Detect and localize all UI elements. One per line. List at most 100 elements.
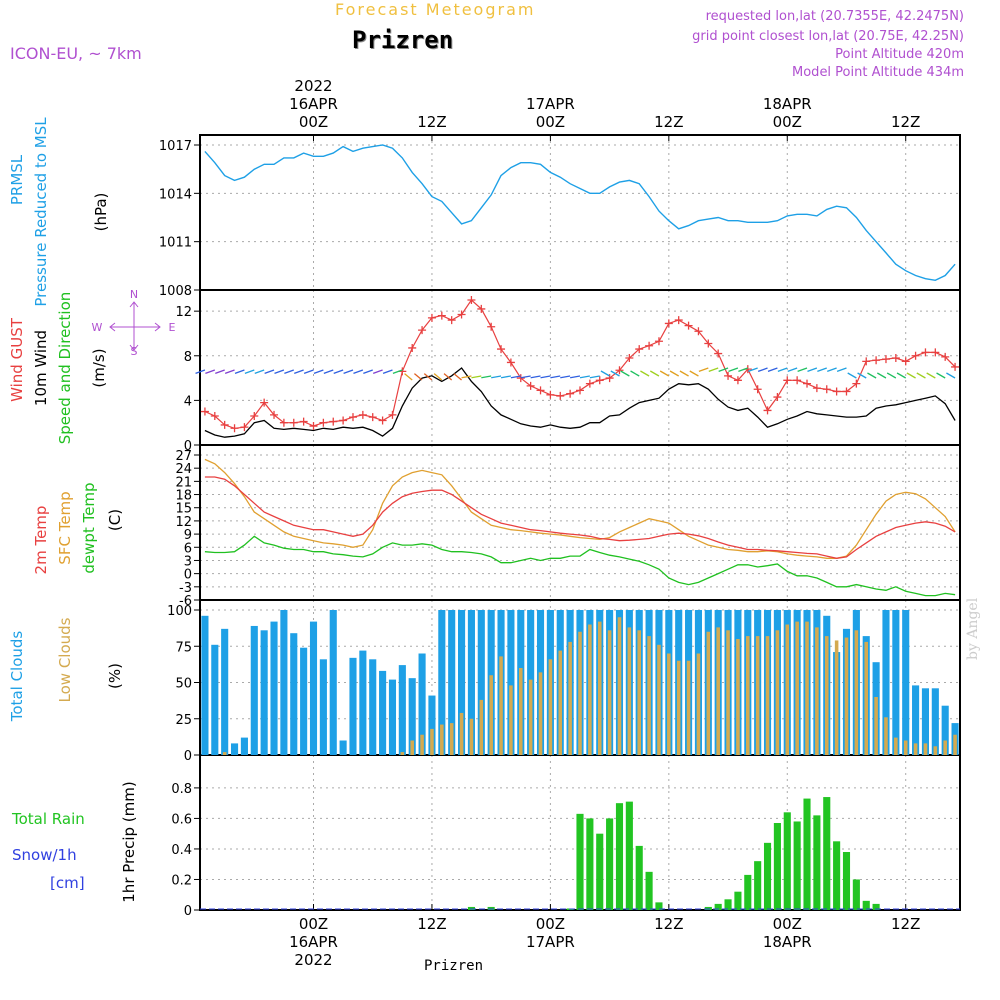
wind-direction-arrow bbox=[392, 369, 403, 375]
low-cloud-bar bbox=[913, 743, 918, 755]
wind-direction-arrow bbox=[215, 369, 225, 375]
wind-gust-point bbox=[645, 341, 654, 350]
y-tick-label: 75 bbox=[175, 640, 192, 655]
rain-bar bbox=[773, 823, 781, 910]
low-cloud-bar bbox=[499, 656, 503, 755]
rain-bar bbox=[724, 899, 732, 910]
wind-gust-point bbox=[941, 352, 950, 361]
low-cloud-bar bbox=[815, 627, 819, 755]
total-clouds-label: Total Clouds bbox=[8, 631, 26, 723]
rain-bar bbox=[606, 818, 614, 910]
total-rain-label: Total Rain bbox=[11, 810, 85, 828]
y-tick-label: 8 bbox=[184, 350, 192, 365]
wind-gust-point bbox=[625, 354, 634, 362]
wind-direction-arrow bbox=[718, 367, 729, 373]
wind-direction-arrow bbox=[500, 375, 512, 379]
wind-direction-arrow bbox=[234, 369, 245, 375]
wind-gust-point bbox=[842, 387, 851, 396]
low-cloud-bar bbox=[627, 627, 632, 755]
wind-direction-arrow bbox=[382, 369, 393, 375]
wind-direction-arrow bbox=[313, 369, 324, 375]
snow-label: Snow/1h bbox=[12, 846, 77, 864]
wind-gust-point bbox=[477, 304, 486, 313]
low-cloud-bar bbox=[676, 660, 681, 755]
y-tick-label: -6 bbox=[179, 594, 192, 609]
wind-gust-point bbox=[260, 398, 269, 407]
total-cloud-bar bbox=[467, 610, 475, 755]
wind-gust-point bbox=[674, 316, 683, 325]
low-cloud-bar bbox=[657, 644, 661, 755]
x-tick-label-top: 00Z bbox=[536, 113, 565, 131]
low-cloud-bar bbox=[519, 668, 523, 755]
total-cloud-bar bbox=[388, 679, 397, 755]
y-tick-label: 0.2 bbox=[171, 873, 192, 888]
precip-unit-label: 1hr Precip (mm) bbox=[120, 781, 138, 902]
wind-direction-arrow bbox=[630, 370, 640, 377]
y-tick-label: 21 bbox=[175, 475, 192, 490]
rain-bar bbox=[467, 906, 475, 910]
wind-direction-arrow bbox=[589, 375, 600, 379]
rain-bar bbox=[763, 842, 772, 910]
low-cloud-bar bbox=[765, 636, 770, 755]
total-cloud-bar bbox=[921, 688, 930, 755]
wind-direction-arrow bbox=[453, 373, 462, 381]
wind-direction-arrow bbox=[679, 370, 689, 377]
total-cloud-bar bbox=[931, 688, 939, 755]
wind-direction-arrow bbox=[857, 372, 867, 379]
rain-bar bbox=[744, 874, 752, 910]
wind-speed-line bbox=[204, 367, 956, 438]
x-date-label-bottom: 18APR bbox=[763, 933, 812, 951]
wind-gust-point bbox=[210, 412, 219, 420]
low-cloud-bar bbox=[933, 746, 938, 755]
wind-direction-arrow bbox=[404, 373, 413, 381]
wind-gust-point bbox=[763, 406, 772, 415]
wind-direction-arrow bbox=[461, 375, 472, 379]
rain-bar bbox=[823, 797, 831, 910]
total-cloud-bar bbox=[270, 621, 278, 755]
low-cloud-bar bbox=[617, 617, 622, 755]
compass-s: S bbox=[131, 345, 138, 358]
x-tick-label-bottom: 00Z bbox=[773, 915, 802, 933]
wind-direction-arrow bbox=[205, 369, 216, 375]
wind-speed-dir-label: Speed and Direction bbox=[56, 292, 74, 445]
wind-direction-arrow bbox=[510, 375, 521, 379]
wind-direction-arrow bbox=[847, 372, 857, 379]
y-tick-label: 18 bbox=[175, 489, 192, 504]
wind-direction-arrow bbox=[540, 375, 551, 379]
wind-direction-arrow bbox=[264, 369, 275, 375]
wind-gust-point bbox=[704, 339, 713, 348]
wind-gust-point bbox=[951, 362, 960, 371]
y-tick-label: 1017 bbox=[159, 139, 192, 154]
wind-direction-arrow bbox=[254, 369, 265, 375]
wind-gust-point bbox=[566, 389, 575, 398]
low-cloud-bar bbox=[449, 723, 454, 755]
wind-gust-point bbox=[309, 422, 318, 431]
y-tick-label: 50 bbox=[175, 677, 192, 692]
wind-gust-point bbox=[408, 343, 417, 352]
wind-direction-arrow bbox=[423, 373, 433, 381]
temp-2m-line bbox=[204, 476, 956, 559]
wind-gust-point bbox=[250, 412, 259, 420]
wind-direction-arrow bbox=[294, 369, 304, 375]
low-cloud-bar bbox=[548, 659, 553, 755]
wind-direction-arrow bbox=[570, 375, 581, 379]
low-cloud-bar bbox=[894, 737, 898, 755]
wind-direction-arrow bbox=[836, 367, 847, 373]
x-tick-label-bottom: 12Z bbox=[654, 915, 683, 933]
total-cloud-bar bbox=[240, 737, 248, 755]
low-cloud-bar bbox=[667, 653, 671, 755]
low-cloud-bar bbox=[607, 630, 612, 755]
compass-n: N bbox=[130, 288, 138, 301]
total-cloud-bar bbox=[438, 610, 446, 755]
total-cloud-bar bbox=[221, 628, 229, 755]
rain-bar bbox=[635, 845, 643, 910]
wind-gust-point bbox=[931, 348, 940, 357]
total-cloud-bar bbox=[892, 610, 900, 755]
dewpt-temp-line bbox=[204, 535, 956, 597]
rain-bar bbox=[645, 871, 653, 910]
low-cloud-bar bbox=[953, 734, 957, 755]
rain-bar bbox=[842, 852, 851, 910]
rain-bar bbox=[872, 903, 880, 910]
